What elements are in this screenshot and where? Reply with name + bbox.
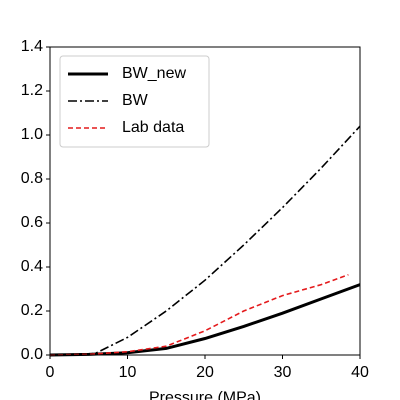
x-tick-label: 40 xyxy=(351,364,369,381)
x-axis-label: Pressure (MPa) xyxy=(149,389,261,400)
x-tick-label: 30 xyxy=(274,364,292,381)
legend-label: BW_new xyxy=(122,65,186,82)
y-tick-label: 1.2 xyxy=(21,82,43,99)
x-tick-label: 0 xyxy=(46,364,55,381)
y-tick-label: 0.4 xyxy=(21,258,43,275)
y-tick-label: 1.4 xyxy=(21,38,43,55)
legend-label: Lab data xyxy=(122,119,184,136)
x-tick-label: 20 xyxy=(196,364,214,381)
line xyxy=(49,283,361,357)
legend-label: BW xyxy=(122,92,149,109)
line xyxy=(49,125,361,356)
y-tick-label: 1.0 xyxy=(21,126,43,143)
y-tick-label: 0.6 xyxy=(21,214,43,231)
legend-box xyxy=(59,55,210,148)
plot-frame xyxy=(49,46,361,356)
y-tick-label: 0.0 xyxy=(21,346,43,363)
y-tick-label: 0.8 xyxy=(21,170,43,187)
line xyxy=(49,273,349,356)
y-tick-label: 0.2 xyxy=(21,302,43,319)
x-tick-label: 10 xyxy=(119,364,137,381)
